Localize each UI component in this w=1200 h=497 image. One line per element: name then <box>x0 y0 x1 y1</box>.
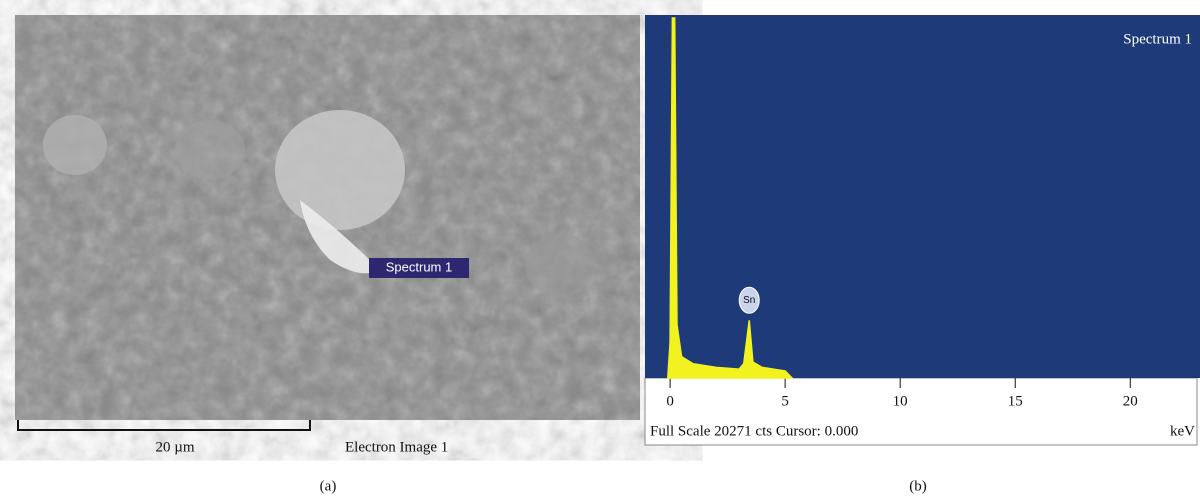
image-label: Electron Image 1 <box>345 439 448 455</box>
x-unit: keV <box>1170 423 1195 439</box>
particle <box>525 233 595 297</box>
status-text: Full Scale 20271 cts Cursor: 0.000 <box>650 423 858 439</box>
x-tick-label: 0 <box>666 393 674 409</box>
particle <box>43 115 107 175</box>
particle <box>275 110 405 230</box>
caption: (b) <box>909 478 927 494</box>
marker-label: Spectrum 1 <box>386 259 452 274</box>
spectrum-plot <box>645 15 1200 378</box>
sem-image: Spectrum 1 <box>15 15 640 420</box>
x-tick-label: 15 <box>1008 393 1023 409</box>
scale-bar <box>18 420 310 430</box>
x-tick-label: 5 <box>781 393 789 409</box>
peak-label: Sn <box>743 295 755 306</box>
scale-label: 20 µm <box>155 439 194 455</box>
x-tick-label: 10 <box>893 393 908 409</box>
page: Spectrum 1 20 µm Electron Image 1 (a) Sp… <box>0 0 1200 497</box>
caption: (a) <box>320 478 337 494</box>
particle <box>175 120 245 180</box>
spectrum-title: Spectrum 1 <box>1123 31 1192 47</box>
x-tick-label: 20 <box>1123 393 1138 409</box>
figure: Spectrum 1 20 µm Electron Image 1 (a) Sp… <box>0 0 1200 497</box>
